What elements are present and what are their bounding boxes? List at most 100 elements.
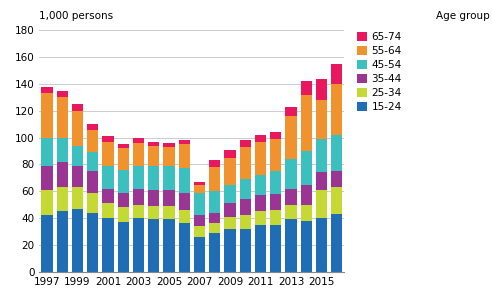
Bar — [331, 171, 342, 187]
Text: 1,000 persons: 1,000 persons — [39, 11, 114, 21]
Bar — [163, 143, 175, 147]
Bar — [163, 147, 175, 166]
Bar — [331, 84, 342, 135]
Bar — [179, 210, 190, 223]
Bar — [133, 138, 144, 143]
Bar — [240, 140, 251, 147]
Bar — [209, 223, 220, 233]
Bar — [57, 211, 68, 272]
Bar — [331, 135, 342, 171]
Bar — [270, 225, 281, 272]
Bar — [224, 229, 236, 272]
Bar — [255, 225, 266, 272]
Bar — [118, 144, 129, 148]
Bar — [163, 206, 175, 220]
Bar — [270, 139, 281, 171]
Bar — [72, 209, 83, 272]
Bar — [194, 185, 205, 193]
Bar — [72, 104, 83, 111]
Bar — [255, 175, 266, 195]
Bar — [148, 220, 159, 272]
Bar — [163, 220, 175, 272]
Bar — [224, 185, 236, 203]
Bar — [194, 193, 205, 215]
Bar — [224, 158, 236, 185]
Bar — [209, 167, 220, 191]
Bar — [240, 147, 251, 179]
Bar — [72, 166, 83, 187]
Bar — [331, 64, 342, 84]
Bar — [285, 107, 297, 116]
Bar — [57, 187, 68, 211]
Bar — [148, 142, 159, 146]
Bar — [87, 171, 98, 193]
Bar — [285, 159, 297, 188]
Bar — [57, 97, 68, 138]
Bar — [133, 188, 144, 205]
Bar — [301, 81, 312, 95]
Bar — [41, 166, 53, 190]
Bar — [301, 221, 312, 272]
Bar — [240, 199, 251, 215]
Bar — [118, 170, 129, 193]
Bar — [255, 211, 266, 225]
Bar — [255, 142, 266, 175]
Bar — [316, 79, 327, 100]
Bar — [72, 111, 83, 146]
Bar — [118, 193, 129, 207]
Bar — [133, 143, 144, 166]
Bar — [118, 148, 129, 170]
Bar — [285, 220, 297, 272]
Bar — [270, 210, 281, 225]
Bar — [41, 87, 53, 93]
Bar — [102, 218, 114, 272]
Bar — [209, 233, 220, 272]
Bar — [102, 166, 114, 188]
Bar — [316, 218, 327, 272]
Bar — [41, 215, 53, 272]
Bar — [179, 140, 190, 144]
Bar — [209, 160, 220, 167]
Bar — [240, 179, 251, 199]
Bar — [270, 194, 281, 210]
Bar — [270, 171, 281, 194]
Bar — [118, 207, 129, 222]
Bar — [102, 203, 114, 218]
Bar — [133, 218, 144, 272]
Bar — [179, 169, 190, 193]
Bar — [301, 95, 312, 151]
Bar — [72, 146, 83, 166]
Bar — [87, 213, 98, 272]
Bar — [57, 91, 68, 97]
Bar — [331, 214, 342, 272]
Bar — [209, 213, 220, 223]
Bar — [224, 217, 236, 229]
Bar — [255, 135, 266, 142]
Bar — [209, 191, 220, 213]
Bar — [301, 185, 312, 205]
Bar — [331, 187, 342, 214]
Bar — [285, 116, 297, 159]
Bar — [57, 162, 68, 187]
Bar — [102, 188, 114, 203]
Bar — [224, 203, 236, 217]
Bar — [163, 166, 175, 190]
Bar — [102, 136, 114, 142]
Bar — [148, 206, 159, 220]
Bar — [179, 223, 190, 272]
Bar — [133, 205, 144, 218]
Bar — [87, 193, 98, 213]
Bar — [41, 93, 53, 138]
Bar — [224, 150, 236, 158]
Bar — [316, 139, 327, 172]
Bar — [255, 195, 266, 211]
Bar — [118, 222, 129, 272]
Bar — [240, 215, 251, 229]
Bar — [179, 193, 190, 210]
Bar — [316, 100, 327, 139]
Bar — [72, 187, 83, 209]
Bar — [148, 166, 159, 190]
Bar — [270, 132, 281, 139]
Bar — [301, 151, 312, 185]
Bar — [102, 142, 114, 166]
